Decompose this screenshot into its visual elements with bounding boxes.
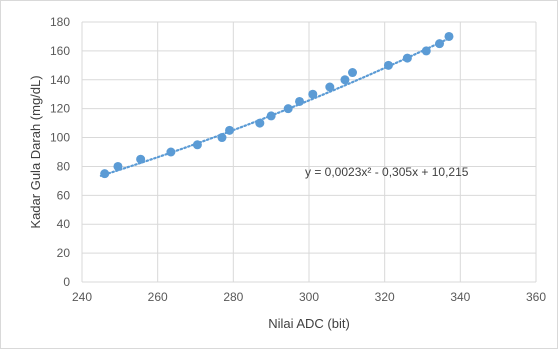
y-tick-label: 160 bbox=[50, 44, 70, 58]
data-point bbox=[225, 125, 235, 135]
data-point bbox=[421, 46, 431, 56]
x-tick-label: 240 bbox=[72, 290, 92, 304]
data-point bbox=[435, 39, 445, 49]
grid-layer bbox=[81, 21, 537, 283]
data-point bbox=[113, 161, 123, 171]
x-tick-label: 260 bbox=[148, 290, 168, 304]
trendline-layer bbox=[99, 35, 454, 177]
y-tick-label: 100 bbox=[50, 131, 70, 145]
y-tick-label: 0 bbox=[63, 275, 70, 289]
data-point bbox=[444, 31, 454, 41]
y-tick-label: 140 bbox=[50, 73, 70, 87]
x-tick-label: 280 bbox=[223, 290, 243, 304]
x-tick-label: 360 bbox=[526, 290, 546, 304]
trendline-equation: y = 0,0023x² - 0,305x + 10,215 bbox=[305, 165, 469, 179]
y-tick-label: 180 bbox=[50, 15, 70, 29]
y-tick-label: 40 bbox=[57, 217, 71, 231]
data-point bbox=[402, 53, 412, 63]
trendline bbox=[99, 35, 454, 177]
data-point bbox=[266, 111, 276, 121]
y-tick-label: 20 bbox=[57, 246, 71, 260]
x-tick-label: 340 bbox=[450, 290, 470, 304]
y-axis-title: Kadar Gula Darah (mg/dL) bbox=[28, 75, 43, 228]
data-point bbox=[340, 75, 350, 85]
data-point bbox=[325, 82, 335, 92]
data-point bbox=[192, 140, 202, 150]
data-point bbox=[136, 154, 146, 164]
data-point bbox=[255, 118, 265, 128]
data-point-layer bbox=[100, 31, 454, 179]
data-point bbox=[348, 68, 358, 78]
data-point bbox=[383, 60, 393, 70]
data-point bbox=[295, 96, 305, 106]
y-tick-label: 120 bbox=[50, 102, 70, 116]
y-tick-label: 80 bbox=[57, 159, 71, 173]
x-tick-label: 320 bbox=[375, 290, 395, 304]
x-axis-title: Nilai ADC (bit) bbox=[268, 316, 350, 331]
y-tick-label: 60 bbox=[57, 188, 71, 202]
x-tick-label: 300 bbox=[299, 290, 319, 304]
data-point bbox=[308, 89, 318, 99]
data-point bbox=[166, 147, 176, 157]
data-point bbox=[217, 133, 227, 143]
data-point bbox=[283, 104, 293, 114]
tick-label-layer: 0 20 40 60 80 100 120 140 160 180 240 260 280 300 320 3… bbox=[50, 15, 546, 304]
data-point bbox=[100, 169, 110, 179]
